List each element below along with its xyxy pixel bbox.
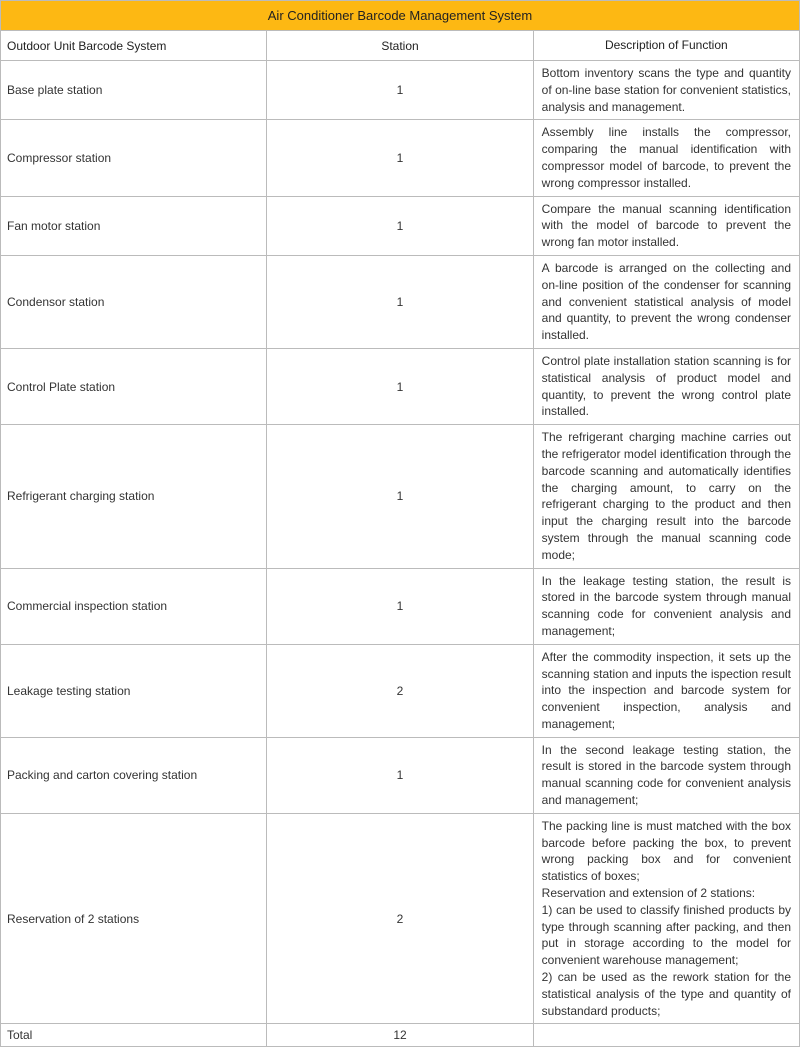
table-row: Control Plate station1Control plate inst…: [1, 348, 800, 424]
table-row: Compressor station1Assembly line install…: [1, 120, 800, 196]
station-name: Packing and carton covering station: [1, 737, 267, 813]
table-title-row: Air Conditioner Barcode Management Syste…: [1, 1, 800, 31]
station-desc: Assembly line installs the compressor, c…: [533, 120, 799, 196]
table-header-row: Outdoor Unit Barcode System Station Desc…: [1, 31, 800, 61]
station-name: Condensor station: [1, 255, 267, 348]
station-desc: Control plate installation station scann…: [533, 348, 799, 424]
total-label: Total: [1, 1024, 267, 1047]
station-desc: Compare the manual scanning identificati…: [533, 196, 799, 255]
station-count: 1: [267, 196, 533, 255]
station-name: Compressor station: [1, 120, 267, 196]
table-row: Leakage testing station2After the commod…: [1, 644, 800, 737]
table-row: Condensor station1A barcode is arranged …: [1, 255, 800, 348]
table-title: Air Conditioner Barcode Management Syste…: [1, 1, 800, 31]
station-count: 1: [267, 61, 533, 120]
table-row: Packing and carton covering station1In t…: [1, 737, 800, 813]
table-row: Reservation of 2 stations2The packing li…: [1, 813, 800, 1024]
table-total-row: Total 12: [1, 1024, 800, 1047]
table-row: Fan motor station1Compare the manual sca…: [1, 196, 800, 255]
station-name: Base plate station: [1, 61, 267, 120]
station-desc: In the second leakage testing station, t…: [533, 737, 799, 813]
station-desc: In the leakage testing station, the resu…: [533, 568, 799, 644]
table-row: Base plate station1Bottom inventory scan…: [1, 61, 800, 120]
total-desc-empty: [533, 1024, 799, 1047]
station-name: Fan motor station: [1, 196, 267, 255]
station-count: 1: [267, 737, 533, 813]
station-name: Refrigerant charging station: [1, 425, 267, 568]
station-count: 2: [267, 813, 533, 1024]
station-name: Control Plate station: [1, 348, 267, 424]
station-desc: The packing line is must matched with th…: [533, 813, 799, 1024]
station-desc: A barcode is arranged on the collecting …: [533, 255, 799, 348]
station-count: 2: [267, 644, 533, 737]
station-name: Commercial inspection station: [1, 568, 267, 644]
station-count: 1: [267, 348, 533, 424]
total-value: 12: [267, 1024, 533, 1047]
station-count: 1: [267, 568, 533, 644]
station-count: 1: [267, 120, 533, 196]
station-count: 1: [267, 425, 533, 568]
barcode-management-table: Air Conditioner Barcode Management Syste…: [0, 0, 800, 1047]
station-count: 1: [267, 255, 533, 348]
col-header-desc: Description of Function: [533, 31, 799, 61]
table-row: Commercial inspection station1In the lea…: [1, 568, 800, 644]
station-desc: After the commodity inspection, it sets …: [533, 644, 799, 737]
col-header-station: Station: [267, 31, 533, 61]
station-name: Leakage testing station: [1, 644, 267, 737]
station-desc: The refrigerant charging machine carries…: [533, 425, 799, 568]
station-desc: Bottom inventory scans the type and quan…: [533, 61, 799, 120]
table-row: Refrigerant charging station1The refrige…: [1, 425, 800, 568]
col-header-name: Outdoor Unit Barcode System: [1, 31, 267, 61]
station-name: Reservation of 2 stations: [1, 813, 267, 1024]
